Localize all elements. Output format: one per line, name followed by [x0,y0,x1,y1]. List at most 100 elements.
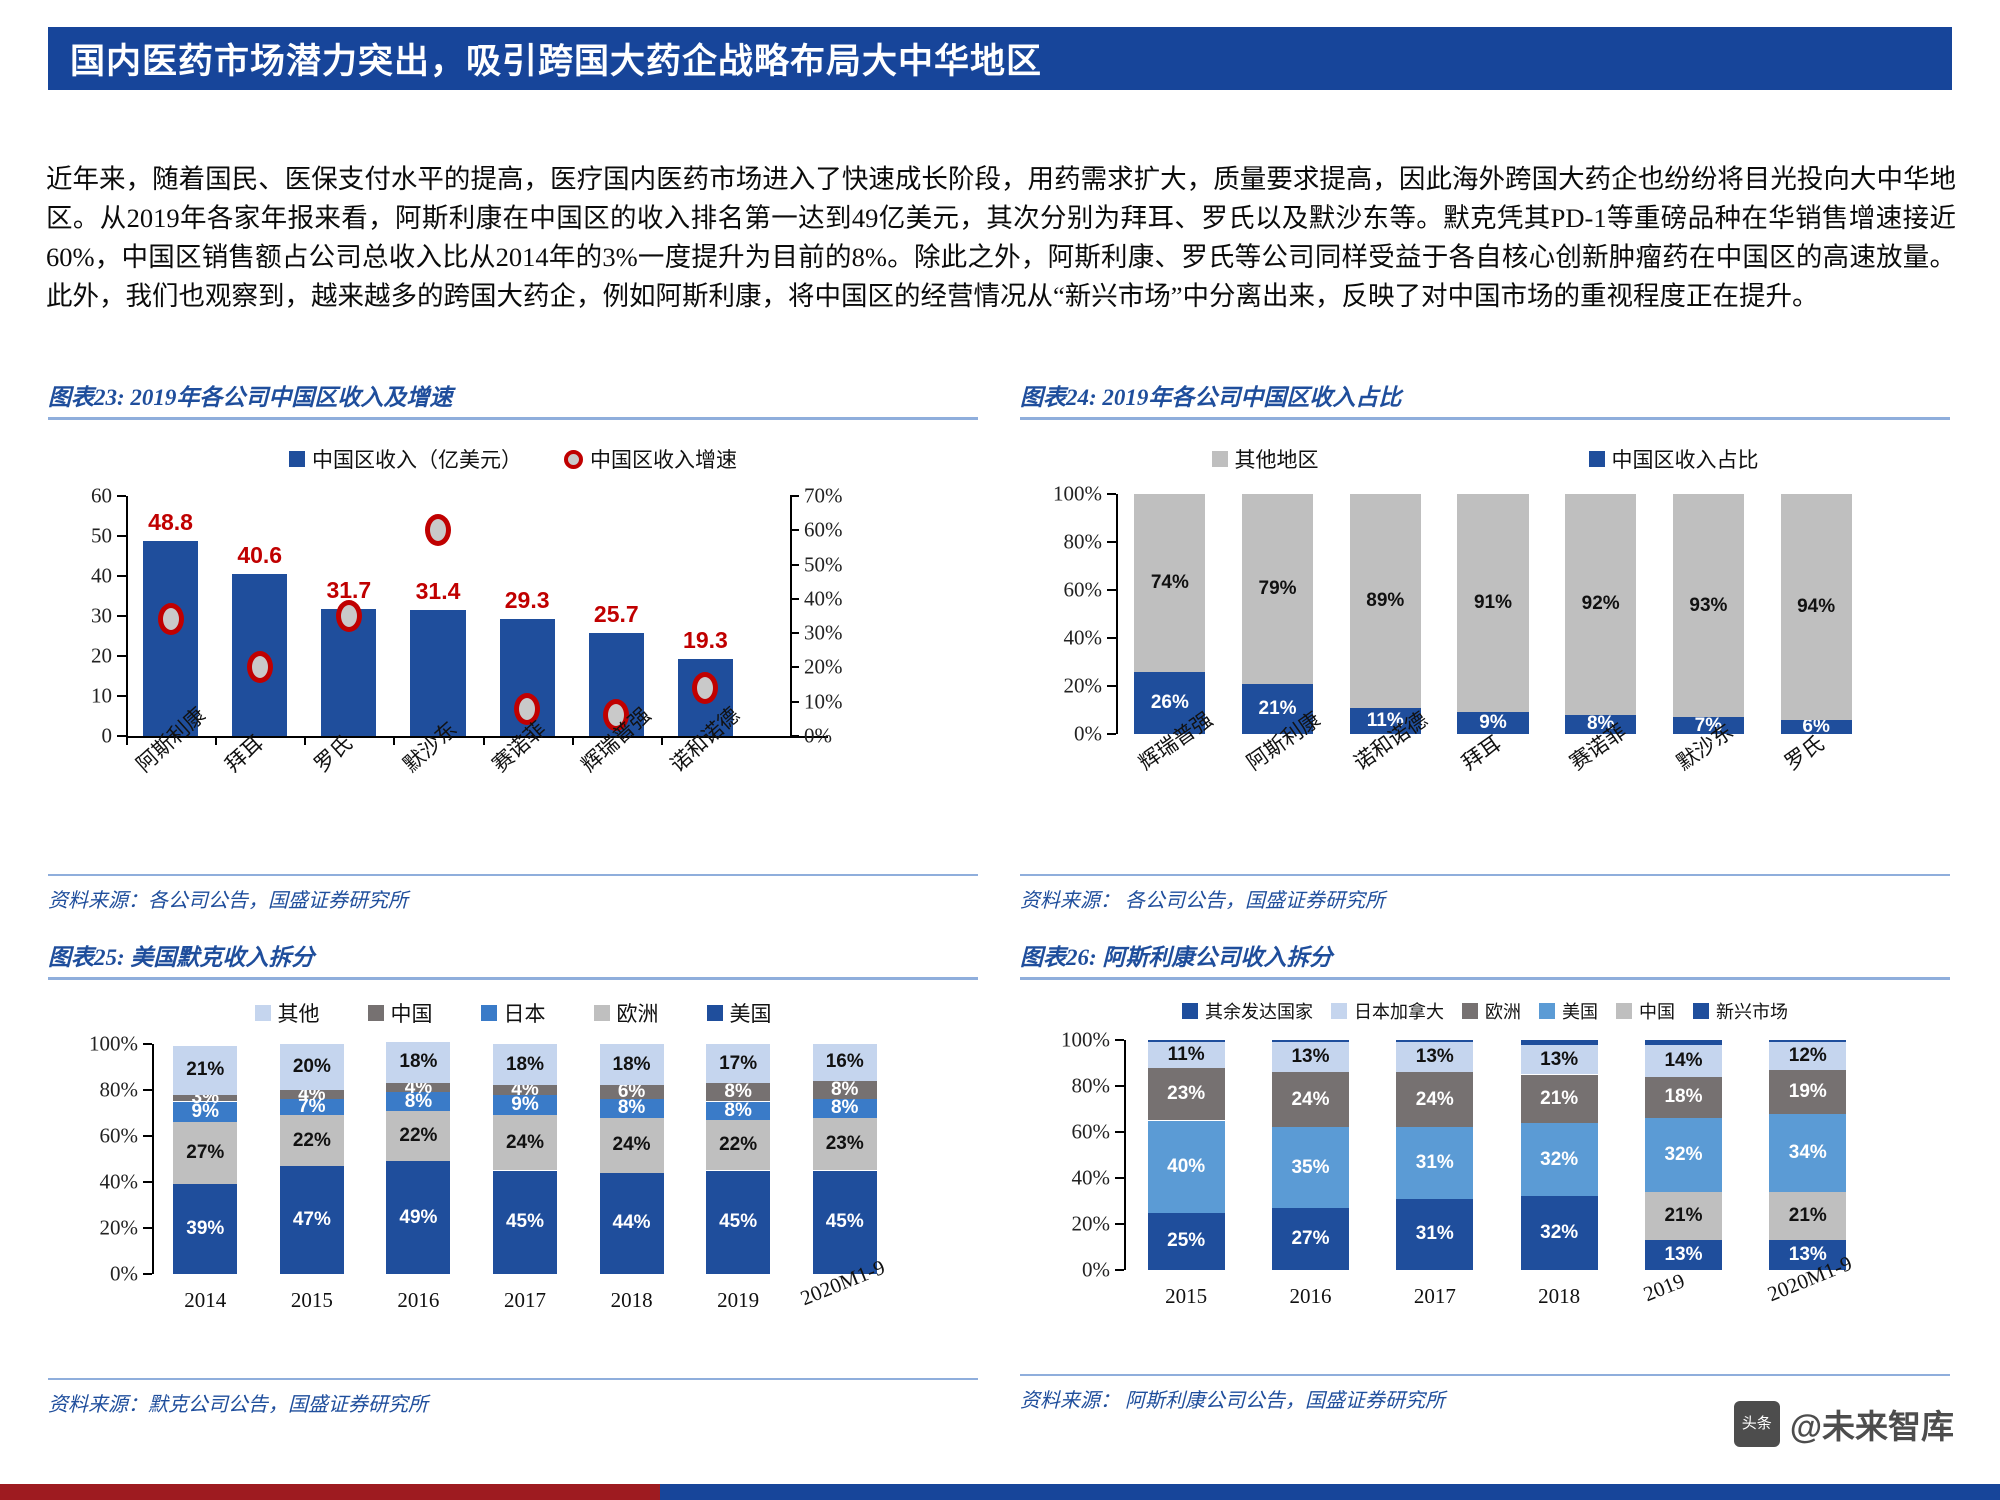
stack-segment: 23% [1147,1067,1225,1121]
y-tick-mark [143,1089,152,1091]
legend-item-2: 欧洲 [1462,998,1521,1024]
stack-segment: 93% [1672,494,1744,718]
y-tick-label-left: 50 [91,523,112,548]
stack-segment: 32% [1520,1122,1598,1197]
y-tick-label: 0% [1074,721,1102,746]
bar-value-label: 29.3 [504,586,550,613]
legend-square-icon [593,1005,610,1021]
legend-label: 美国 [1562,1002,1598,1022]
x-axis-label: 2019 [717,1288,760,1312]
x-tick-mark [660,736,663,745]
x-tick-mark [215,736,218,745]
stack-segment: 8% [812,1097,877,1118]
y-tick-mark [790,735,799,737]
y-axis [1116,494,1118,734]
x-axis-label: 2015 [1165,1284,1208,1308]
legend-item-3: 美国 [1539,998,1598,1024]
stack-segment: 8% [706,1081,771,1102]
y-tick-mark [117,655,126,657]
stack-segment: 3% [173,1087,238,1108]
y-tick-label: 60% [99,1123,139,1148]
chart-panel-25: 图表25: 美国默克收入拆分 其他 中国 日本 欧洲 美国 0% 20% 40% 60% 80%… [48,938,978,1417]
y-tick-mark [143,1227,152,1229]
y-tick-mark [1107,685,1116,687]
chart-24-legend: 其他地区 中国区收入占比 [1020,444,1950,474]
stack-segment: 8% [599,1097,664,1118]
y-tick-mark [1115,1039,1124,1041]
stack-segment: 22% [279,1115,344,1166]
chart-23-legend: 中国区收入（亿美元） 中国区收入增速 [48,444,978,474]
chart-panel-23: 图表23: 2019年各公司中国区收入及增速 中国区收入（亿美元） 中国区收入增… [48,378,978,913]
x-axis-label: 2016 [397,1288,440,1312]
stack-segment: 8% [386,1091,451,1112]
y-tick-mark [790,597,799,600]
stack-segment: 21% [1242,683,1314,734]
legend-label: 其余发达国家 [1205,1002,1313,1022]
stack-segment: 8% [1565,713,1637,734]
x-axis [126,736,828,738]
stack-segment: 31% [1396,1198,1474,1270]
page-title: 国内医药市场潜力突出，吸引跨国大药企战略布局大中华地区 [70,42,1043,81]
legend-square-icon [254,1005,271,1021]
watermark-text: @未来智库 [1789,1408,1954,1445]
stack-segment: 39% [173,1184,238,1274]
stack-segment: 11% [1349,707,1421,734]
legend-label: 日本 [503,1002,546,1026]
y-tick-mark [790,700,799,703]
legend-item-0: 其他 [254,998,320,1028]
legend-label: 中国 [390,1002,433,1026]
x-axis-label: 2018 [1538,1284,1581,1308]
legend-label: 其他 [277,1002,320,1026]
stack-segment: 17% [706,1044,771,1084]
chart-24-title-rule [1020,417,1950,420]
y-tick-mark [1115,1177,1124,1179]
stack-segment: 4% [493,1079,557,1100]
stack-segment: 13% [1271,1042,1350,1073]
x-axis-label: 2017 [504,1288,546,1312]
y-tick-mark [117,535,126,537]
watermark: 头条 @未来智库 [1733,1400,1954,1448]
y-tick-mark [1115,1223,1124,1225]
chart-24-title: 图表24: 2019年各公司中国区收入占比 [1020,385,1402,410]
y-tick-label: 100% [1061,1027,1110,1052]
bar-value-label: 48.8 [148,508,193,535]
y-tick-label: 60% [1071,1119,1111,1144]
stack-segment [1644,1040,1723,1045]
y-tick-label-left: 20 [91,643,112,668]
stack-segment: 18% [386,1041,451,1084]
y-tick-label-right: 60% [804,517,843,542]
stack-segment: 49% [386,1161,451,1274]
y-tick-label: 80% [1071,1073,1111,1098]
y-tick-label-left: 30 [91,603,112,628]
y-tick-mark [790,495,799,497]
chart-panel-26: 图表26: 阿斯利康公司收入拆分 其余发达国家 日本加拿大 欧洲 美国 中国 新兴市场 0… [1020,938,1950,1413]
chart-25-source-rule [48,1378,978,1380]
stack-segment: 9% [493,1094,557,1116]
legend-square-icon [1182,1003,1198,1019]
stack-segment: 22% [386,1110,451,1162]
stack-segment: 7% [1672,715,1744,736]
legend-square-icon [1588,451,1605,467]
y-tick-mark [117,735,126,737]
stack-segment: 8% [812,1079,877,1100]
stack-segment: 20% [279,1044,344,1090]
legend-item-china-growth: 中国区收入增速 [564,444,737,474]
stack-segment [1520,1040,1598,1045]
y-tick-label: 0% [1082,1257,1110,1282]
legend-square-icon [1693,1003,1709,1019]
y-tick-mark [1107,733,1116,735]
legend-square-icon [1539,1003,1555,1019]
x-axis-label: 2017 [1413,1284,1456,1308]
y-tick-label: 100% [1053,481,1102,506]
legend-item-4: 美国 [706,998,772,1028]
stack-segment: 26% [1134,671,1206,734]
stack-segment: 27% [1271,1207,1350,1270]
chart-26-source: 资料来源： 阿斯利康公司公告，国盛证券研究所 [1020,1390,1445,1412]
stack-segment: 22% [706,1119,771,1171]
y-tick-mark [143,1181,152,1183]
y-tick-mark [143,1273,152,1275]
chart-26-plot: 0% 20% 40% 60% 80% 100% 25% 40% 23% 11% 2015 27% 35%… [1020,1028,1950,1309]
stack-segment: 47% [279,1165,344,1274]
stack-segment: 45% [493,1170,557,1274]
growth-marker [514,692,541,725]
